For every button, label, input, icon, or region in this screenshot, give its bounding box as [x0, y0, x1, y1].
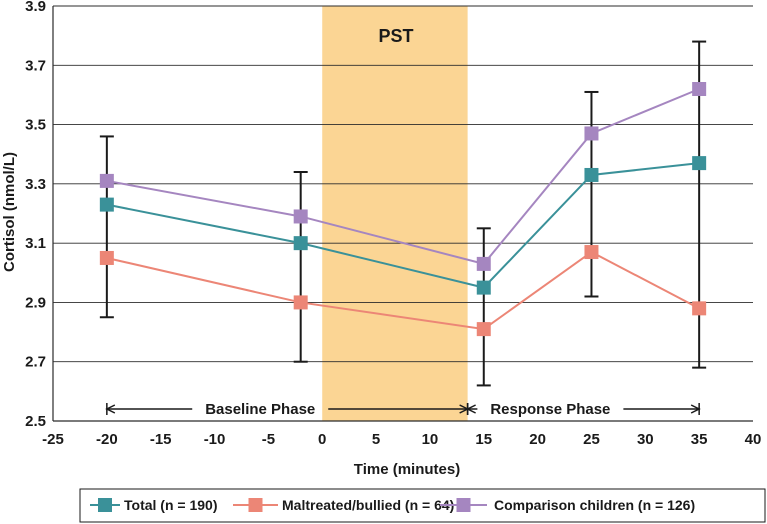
phase-label: Response Phase: [490, 401, 610, 418]
x-tick-label: -25: [42, 431, 64, 448]
x-tick-label: 10: [422, 431, 439, 448]
data-point: [584, 167, 599, 182]
legend-box: [79, 488, 766, 523]
y-tick-label: 2.7: [25, 354, 46, 371]
data-point: [99, 250, 114, 265]
data-point: [99, 197, 114, 212]
y-tick-label: 3.7: [25, 57, 46, 74]
legend-marker: [98, 498, 112, 512]
data-point: [584, 245, 599, 260]
legend-label: Total (n = 190): [124, 497, 217, 513]
legend-marker: [248, 498, 263, 512]
data-point: [476, 280, 491, 295]
x-tick-label: -15: [150, 431, 172, 448]
x-tick-label: 15: [475, 431, 492, 448]
x-tick-label: 40: [745, 431, 762, 448]
data-point: [293, 209, 308, 224]
phase-label: Baseline Phase: [205, 401, 315, 418]
data-point: [692, 82, 707, 96]
x-tick-label: -5: [262, 431, 275, 448]
x-tick-label: 5: [372, 431, 380, 448]
x-axis-title: Time (minutes): [354, 461, 460, 478]
data-point: [293, 236, 308, 251]
legend-marker: [456, 498, 471, 512]
x-tick-label: 35: [691, 431, 708, 448]
data-point: [476, 256, 491, 271]
data-point: [476, 322, 491, 337]
x-tick-label: 20: [529, 431, 546, 448]
legend-label: Comparison children (n = 126): [494, 497, 695, 513]
pst-shaded-region: [322, 6, 468, 421]
y-tick-label: 3.1: [25, 235, 46, 252]
x-tick-label: -20: [96, 431, 118, 448]
legend-label: Maltreated/bullied (n = 64): [282, 497, 454, 513]
data-point: [584, 126, 599, 141]
x-tick-label: 30: [637, 431, 654, 448]
data-point: [692, 156, 707, 171]
y-tick-label: 3.5: [25, 117, 46, 134]
data-point: [293, 295, 308, 310]
pst-label: PST: [378, 26, 413, 46]
y-tick-label: 3.3: [25, 176, 46, 193]
data-point: [99, 173, 114, 188]
y-tick-label: 2.5: [25, 413, 46, 430]
y-axis-title: Cortisol (nmol/L): [1, 152, 18, 272]
x-tick-label: 0: [318, 431, 326, 448]
x-tick-label: 25: [583, 431, 600, 448]
x-tick-label: -10: [204, 431, 226, 448]
y-tick-label: 3.9: [25, 0, 46, 15]
data-point: [692, 301, 707, 316]
y-tick-label: 2.9: [25, 294, 46, 311]
